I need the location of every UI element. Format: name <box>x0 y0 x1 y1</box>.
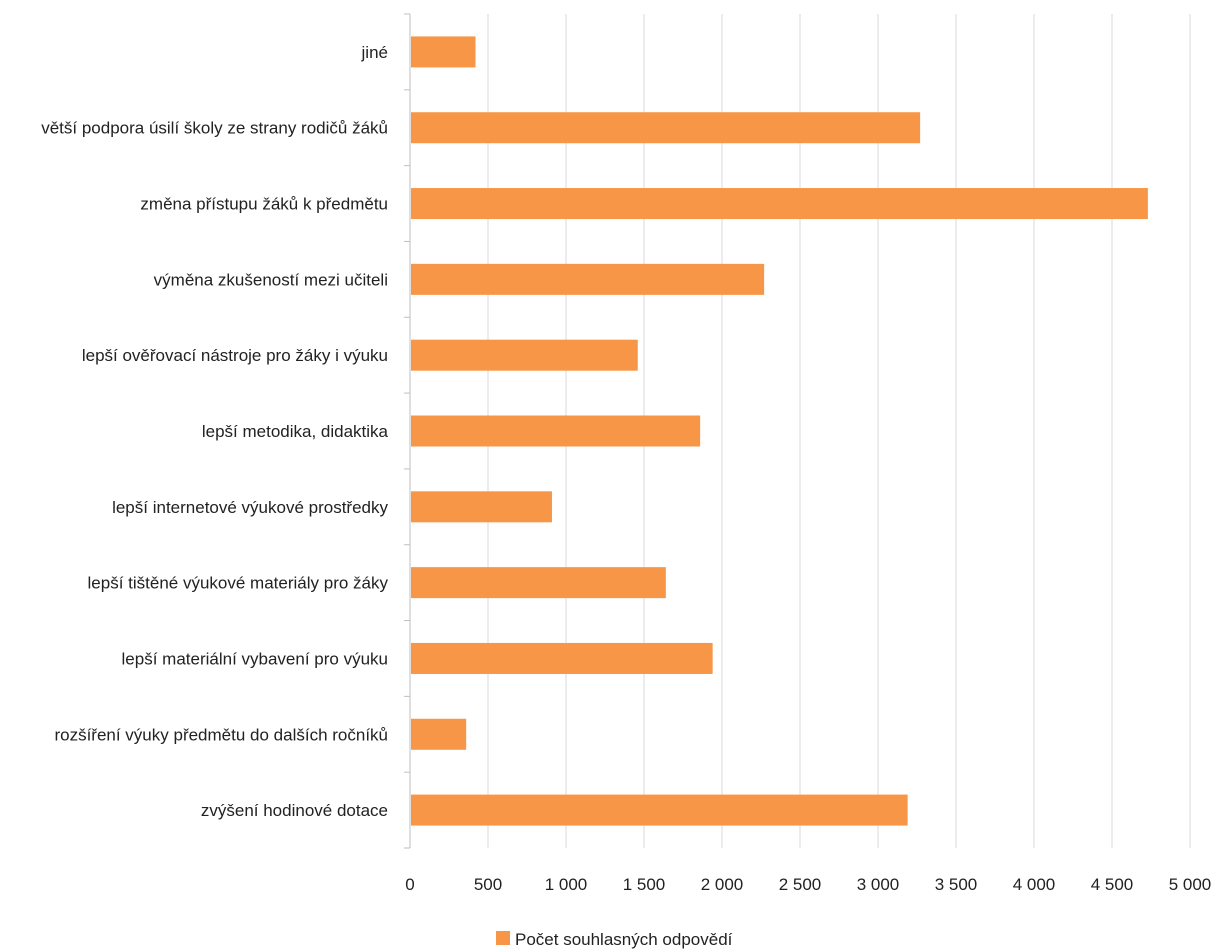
bar <box>411 339 638 371</box>
category-label: jiné <box>361 43 388 62</box>
category-label: lepší materiální vybavení pro výuku <box>122 649 388 668</box>
category-axis-ticks <box>404 13 410 849</box>
value-tick-label: 1 000 <box>545 875 588 894</box>
value-tick-label: 3 000 <box>857 875 900 894</box>
category-labels: jiné větší podpora úsilí školy ze strany … <box>41 43 388 820</box>
bar <box>411 415 701 447</box>
bar <box>411 263 765 295</box>
value-tick-label: 2 000 <box>701 875 744 894</box>
legend: Počet souhlasných odpovědí <box>496 930 733 949</box>
value-tick-label: 0 <box>405 875 414 894</box>
bar <box>411 567 666 599</box>
bar <box>411 188 1148 220</box>
value-tick-label: 4 000 <box>1013 875 1056 894</box>
bar <box>411 794 908 826</box>
value-tick-label: 5 000 <box>1169 875 1212 894</box>
category-label: větší podpora úsilí školy ze strany rodi… <box>41 119 388 138</box>
category-label: změna přístupu žáků k předmětu <box>140 195 388 214</box>
category-label: výměna zkušeností mezi učiteli <box>154 270 388 289</box>
value-axis-labels: 0 500 1 000 1 500 2 000 2 500 3 000 3 500 4 000 4… <box>405 875 1211 894</box>
category-label: lepší internetové výukové prostředky <box>112 498 388 517</box>
category-label: rozšíření výuky předmětu do dalších ročn… <box>54 725 388 744</box>
bar <box>411 112 921 144</box>
value-tick-label: 500 <box>474 875 502 894</box>
value-tick-label: 4 500 <box>1091 875 1134 894</box>
bars <box>411 36 1148 826</box>
gridlines <box>487 14 1191 848</box>
bar <box>411 36 476 68</box>
category-label: lepší metodika, didaktika <box>202 422 389 441</box>
legend-swatch <box>496 931 510 945</box>
legend-label: Počet souhlasných odpovědí <box>515 930 733 949</box>
value-tick-label: 1 500 <box>623 875 666 894</box>
category-label: zvýšení hodinové dotace <box>201 801 388 820</box>
bar <box>411 491 552 523</box>
value-tick-label: 2 500 <box>779 875 822 894</box>
bar <box>411 718 467 750</box>
value-tick-label: 3 500 <box>935 875 978 894</box>
category-label: lepší tištěné výukové materiály pro žáky <box>88 574 389 593</box>
category-label: lepší ověřovací nástroje pro žáky i výuk… <box>82 346 388 365</box>
bar <box>411 642 713 674</box>
